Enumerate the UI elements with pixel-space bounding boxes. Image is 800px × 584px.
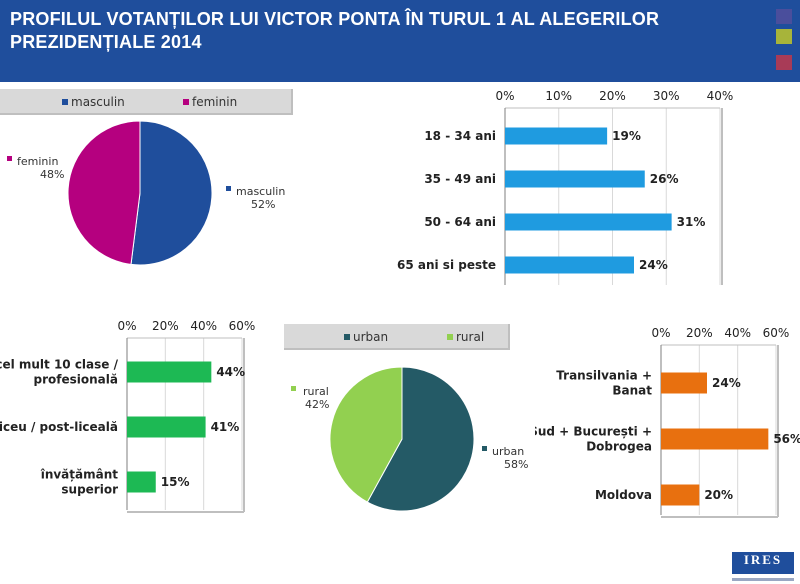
gender-label-marker-feminin — [7, 156, 12, 161]
region-bar — [661, 484, 700, 506]
age-category-label: 50 - 64 ani — [424, 215, 496, 229]
age-value-label: 26% — [650, 172, 679, 186]
page-title: PROFILUL VOTANȚILOR LUI VICTOR PONTA ÎN … — [10, 8, 730, 54]
age-category-label: 18 - 34 ani — [424, 129, 496, 143]
education-bar — [127, 471, 156, 493]
region-value-label: 20% — [704, 488, 733, 502]
residence-slice-value-rural: 42% — [305, 398, 329, 411]
education-category-label: superior — [61, 483, 118, 497]
ires-logo: IRES — [732, 552, 794, 581]
education-bar — [127, 416, 206, 438]
region-category-label: Dobrogea — [586, 440, 652, 454]
education-bar — [127, 361, 212, 383]
education-tick-label: 0% — [117, 319, 136, 333]
education-value-label: 15% — [161, 475, 190, 489]
age-value-label: 31% — [677, 215, 706, 229]
gender-legend: masculin feminin — [0, 89, 293, 115]
region-value-label: 56% — [773, 432, 800, 446]
region-category-label: Banat — [612, 384, 652, 398]
residence-label-marker-urban — [482, 446, 487, 451]
region-tick-label: 20% — [686, 326, 713, 340]
title-line-1: PROFILUL VOTANȚILOR LUI VICTOR PONTA ÎN … — [10, 9, 660, 29]
education-tick-label: 40% — [190, 319, 217, 333]
region-tick-label: 60% — [763, 326, 790, 340]
residence-slice-urban — [366, 366, 475, 512]
legend-marker-feminin — [183, 99, 189, 105]
education-bar-chart: 0% 20% 40% 60% 44% cel mult 10 clase /profesi… — [0, 319, 256, 513]
age-bar — [505, 213, 672, 231]
education-tick-label: 20% — [152, 319, 179, 333]
age-bar — [505, 127, 608, 145]
education-category-label: cel mult 10 clase / — [0, 358, 119, 372]
residence-slice-rural — [329, 366, 403, 503]
gender-label-marker-masculin — [226, 186, 231, 191]
legend-marker-rural — [447, 334, 453, 340]
education-value-label: 44% — [216, 365, 245, 379]
education-category-label: profesională — [34, 373, 118, 387]
age-tick-label: 40% — [707, 89, 734, 103]
residence-slice-label-urban: urban — [492, 445, 524, 458]
region-bar — [661, 428, 769, 450]
age-value-label: 19% — [612, 129, 641, 143]
education-category-label: învățământ — [40, 468, 119, 482]
region-bar-chart: 0% 20% 40% 60% 24% Transilvania +Banat 56% Sud … — [535, 326, 800, 518]
residence-label-marker-rural — [291, 386, 296, 391]
legend-item-urban: urban — [344, 330, 388, 344]
age-category-label: 35 - 49 ani — [424, 172, 496, 186]
legend-marker-urban — [344, 334, 350, 340]
region-category-label: Sud + București + — [535, 425, 652, 439]
region-tick-label: 0% — [651, 326, 670, 340]
age-bar-chart: 0% 10% 20% 30% 40% 19% 18 - 34 ani 26% 35 - 49 a… — [397, 89, 734, 285]
decor-square-blue — [776, 9, 792, 24]
age-bar — [505, 256, 634, 274]
gender-slice-value-masculin: 52% — [251, 198, 275, 211]
education-tick-label: 60% — [229, 319, 256, 333]
decor-square-red — [776, 55, 792, 70]
gender-slice-label-feminin: feminin — [17, 155, 58, 168]
legend-item-masculin: masculin — [62, 95, 125, 109]
header-banner: PROFILUL VOTANȚILOR LUI VICTOR PONTA ÎN … — [0, 0, 800, 82]
age-tick-label: 0% — [495, 89, 514, 103]
region-category-label: Transilvania + — [556, 369, 652, 383]
gender-slice-feminin — [67, 120, 141, 265]
decor-square-olive — [776, 29, 792, 44]
gender-slice-masculin — [130, 120, 213, 266]
age-category-label: 65 ani si peste — [397, 258, 496, 272]
region-bar — [661, 372, 707, 394]
title-line-2: PREZIDENȚIALE 2014 — [10, 32, 202, 52]
age-tick-label: 10% — [545, 89, 572, 103]
region-value-label: 24% — [712, 376, 741, 390]
residence-slice-value-urban: 58% — [504, 458, 528, 471]
age-bar — [505, 170, 645, 188]
age-value-label: 24% — [639, 258, 668, 272]
region-tick-label: 40% — [724, 326, 751, 340]
residence-slice-label-rural: rural — [303, 385, 329, 398]
region-category-label: Moldova — [595, 488, 652, 502]
age-tick-label: 30% — [653, 89, 680, 103]
gender-slice-value-feminin: 48% — [40, 168, 64, 181]
education-value-label: 41% — [211, 420, 240, 434]
residence-legend: urban rural — [284, 324, 510, 350]
education-category-label: liceu / post-liceală — [0, 420, 118, 434]
legend-item-rural: rural — [447, 330, 484, 344]
gender-slice-label-masculin: masculin — [236, 185, 285, 198]
legend-marker-masculin — [62, 99, 68, 105]
age-tick-label: 20% — [599, 89, 626, 103]
legend-item-feminin: feminin — [183, 95, 237, 109]
